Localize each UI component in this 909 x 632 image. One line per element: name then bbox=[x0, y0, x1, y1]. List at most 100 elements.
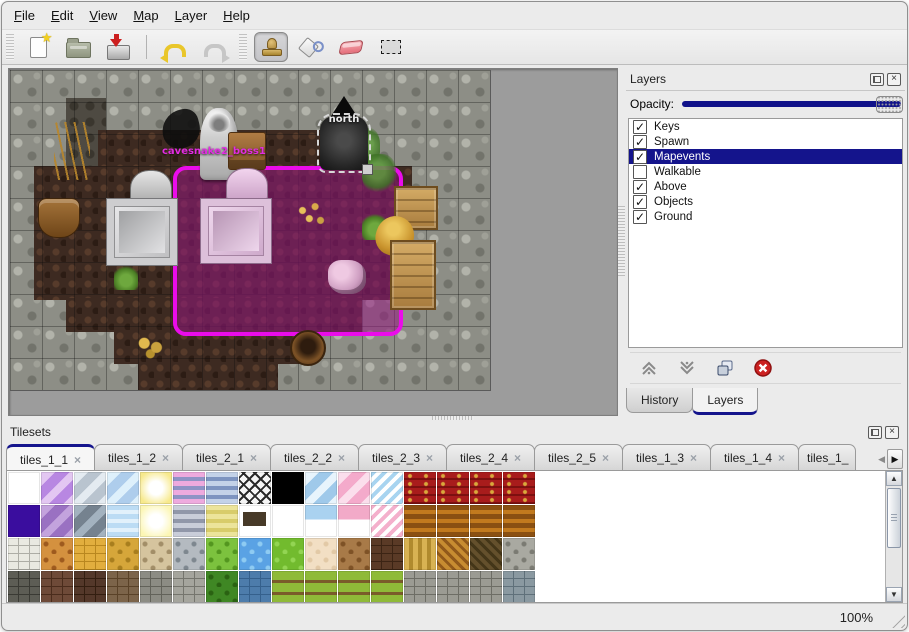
layer-row-spawn[interactable]: ✓ Spawn bbox=[629, 134, 902, 149]
opacity-slider[interactable] bbox=[682, 96, 903, 113]
layer-visible-checkbox[interactable]: ✓ bbox=[633, 209, 647, 224]
undo-button[interactable] bbox=[158, 32, 192, 63]
tileset-tile[interactable] bbox=[239, 538, 271, 570]
tileset-tab-tiles_2_3[interactable]: tiles_2_3 × bbox=[358, 444, 447, 470]
tileset-tile[interactable] bbox=[140, 571, 172, 602]
toolbar-grip[interactable] bbox=[6, 34, 14, 60]
tileset-tile[interactable] bbox=[140, 538, 172, 570]
tileset-tab-tiles_1_3[interactable]: tiles_1_3 × bbox=[622, 444, 711, 470]
eraser-tool-button[interactable] bbox=[334, 32, 368, 62]
tileset-tile[interactable] bbox=[107, 472, 139, 504]
scroll-down-icon[interactable]: ▼ bbox=[886, 587, 902, 602]
scrollbar-thumb[interactable] bbox=[887, 488, 901, 548]
map-object-basket[interactable] bbox=[38, 198, 80, 238]
stamp-tool-button[interactable] bbox=[254, 32, 288, 62]
tileset-tile[interactable] bbox=[305, 571, 337, 602]
tab-history[interactable]: History bbox=[626, 388, 694, 413]
menu-item-map[interactable]: Map bbox=[133, 8, 159, 23]
tileset-tab-tiles_2_4[interactable]: tiles_2_4 × bbox=[446, 444, 535, 470]
map-object-altar-gray[interactable] bbox=[106, 198, 178, 266]
tileset-tile[interactable] bbox=[41, 505, 73, 537]
tileset-tile[interactable] bbox=[470, 505, 502, 537]
tab-close-icon[interactable]: × bbox=[74, 453, 82, 467]
tileset-tile[interactable] bbox=[470, 538, 502, 570]
tileset-tile[interactable] bbox=[272, 472, 304, 504]
tab-close-icon[interactable]: × bbox=[250, 450, 258, 465]
redo-button[interactable] bbox=[198, 32, 232, 63]
tileset-tile[interactable] bbox=[8, 571, 40, 602]
layer-row-above[interactable]: ✓ Above bbox=[629, 179, 902, 194]
layer-visible-checkbox[interactable]: ✓ bbox=[633, 194, 647, 209]
tileset-tab-tiles_1_2[interactable]: tiles_1_2 × bbox=[94, 444, 183, 470]
tileset-tile[interactable] bbox=[371, 538, 403, 570]
tileset-tile[interactable] bbox=[173, 472, 205, 504]
vertical-splitter[interactable] bbox=[618, 68, 625, 414]
tileset-tile[interactable] bbox=[404, 505, 436, 537]
tileset-tile[interactable] bbox=[371, 472, 403, 504]
map-object-crate[interactable] bbox=[390, 240, 436, 310]
tileset-tile[interactable] bbox=[503, 472, 535, 504]
layer-visible-checkbox[interactable]: ✓ bbox=[633, 134, 647, 149]
menu-item-edit[interactable]: Edit bbox=[50, 8, 74, 23]
map-object-plant[interactable] bbox=[114, 266, 138, 290]
raise-layer-button[interactable] bbox=[638, 357, 660, 379]
tileset-tile[interactable] bbox=[74, 571, 106, 602]
tileset-tile[interactable] bbox=[338, 505, 370, 537]
map-object-tree[interactable] bbox=[54, 122, 90, 180]
tileset-tile[interactable] bbox=[437, 505, 469, 537]
tileset-tile[interactable] bbox=[272, 571, 304, 602]
tileset-tile[interactable] bbox=[404, 472, 436, 504]
opacity-slider-handle[interactable] bbox=[876, 96, 903, 113]
layer-row-objects[interactable]: ✓ Objects bbox=[629, 194, 902, 209]
map-object-mushrooms[interactable] bbox=[134, 332, 168, 360]
tileset-scrollbar[interactable]: ▲ ▼ bbox=[885, 471, 902, 602]
tileset-tile[interactable] bbox=[140, 505, 172, 537]
tileset-tile[interactable] bbox=[404, 571, 436, 602]
map-object-gate[interactable] bbox=[317, 113, 371, 173]
delete-layer-button[interactable] bbox=[752, 357, 774, 379]
tileset-tile[interactable] bbox=[173, 505, 205, 537]
tab-scroll-left-icon[interactable]: ◀ bbox=[878, 453, 885, 464]
horizontal-splitter[interactable] bbox=[2, 414, 907, 421]
layer-visible-checkbox[interactable]: ✓ bbox=[633, 119, 647, 134]
map-object-altar-pink[interactable] bbox=[200, 198, 272, 264]
tileset-tile[interactable] bbox=[305, 538, 337, 570]
tileset-tab-tiles_1_[interactable]: tiles_1_ bbox=[798, 444, 856, 470]
layer-visible-checkbox[interactable]: ✓ bbox=[633, 149, 647, 164]
tileset-tile[interactable] bbox=[8, 472, 40, 504]
tab-close-icon[interactable]: × bbox=[602, 450, 610, 465]
tileset-tile[interactable] bbox=[206, 571, 238, 602]
tileset-tile[interactable] bbox=[74, 472, 106, 504]
select-tool-button[interactable] bbox=[374, 32, 408, 62]
tab-close-icon[interactable]: × bbox=[778, 450, 786, 465]
map-object-crate[interactable] bbox=[394, 186, 438, 230]
close-panel-icon[interactable]: × bbox=[885, 425, 899, 439]
map-object-flowers[interactable] bbox=[294, 200, 328, 230]
tileset-tile[interactable] bbox=[107, 571, 139, 602]
tileset-tile[interactable] bbox=[74, 505, 106, 537]
tileset-tile[interactable] bbox=[503, 571, 535, 602]
tileset-tile[interactable] bbox=[173, 538, 205, 570]
tab-close-icon[interactable]: × bbox=[338, 450, 346, 465]
tab-close-icon[interactable]: × bbox=[690, 450, 698, 465]
layer-row-mapevents[interactable]: ✓ Mapevents bbox=[629, 149, 902, 164]
tileset-tile[interactable] bbox=[503, 505, 535, 537]
layer-row-ground[interactable]: ✓ Ground bbox=[629, 209, 902, 224]
tileset-tile[interactable] bbox=[371, 505, 403, 537]
tileset-tile[interactable] bbox=[239, 505, 271, 537]
tileset-tile[interactable] bbox=[140, 472, 172, 504]
map-object-crystal[interactable] bbox=[328, 260, 366, 294]
tileset-tile[interactable] bbox=[107, 505, 139, 537]
tileset-tile[interactable] bbox=[338, 571, 370, 602]
tab-close-icon[interactable]: × bbox=[162, 450, 170, 465]
tileset-tile[interactable] bbox=[107, 538, 139, 570]
menu-item-file[interactable]: File bbox=[14, 8, 35, 23]
tileset-tile[interactable] bbox=[503, 538, 535, 570]
tileset-tab-tiles_2_5[interactable]: tiles_2_5 × bbox=[534, 444, 623, 470]
tab-scroll-right-icon[interactable]: ▶ bbox=[887, 449, 903, 469]
new-file-button[interactable] bbox=[21, 30, 55, 62]
layer-visible-checkbox[interactable] bbox=[633, 164, 647, 179]
tab-close-icon[interactable]: × bbox=[514, 450, 522, 465]
tileset-tile[interactable] bbox=[239, 472, 271, 504]
splitter-grip[interactable] bbox=[618, 206, 625, 276]
